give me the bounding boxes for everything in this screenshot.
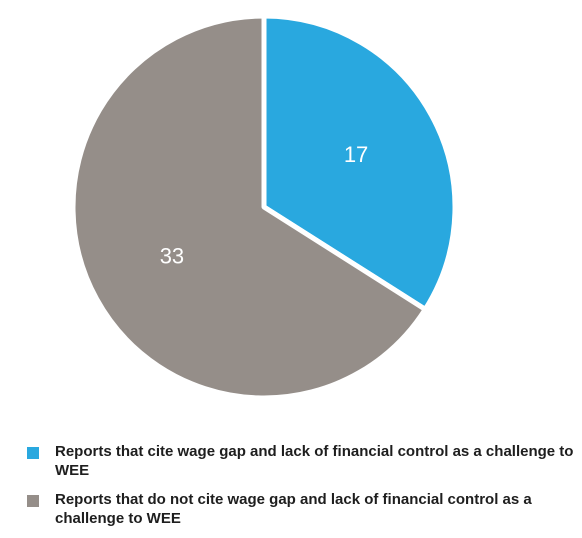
pie-slices	[70, 13, 458, 401]
legend-label-cite: Reports that cite wage gap and lack of f…	[55, 443, 574, 479]
legend-item-not-cite: Reports that do not cite wage gap and la…	[27, 490, 582, 528]
legend-label-not-cite: Reports that do not cite wage gap and la…	[55, 491, 532, 527]
legend-swatch-cite	[27, 447, 39, 459]
pie-value-label-cite: 17	[344, 142, 368, 167]
legend: Reports that cite wage gap and lack of f…	[27, 442, 582, 538]
pie-slice-not-cite	[70, 13, 428, 401]
legend-swatch-not-cite	[27, 495, 39, 507]
legend-item-cite: Reports that cite wage gap and lack of f…	[27, 442, 582, 480]
pie-value-label-not-cite: 33	[160, 243, 184, 268]
